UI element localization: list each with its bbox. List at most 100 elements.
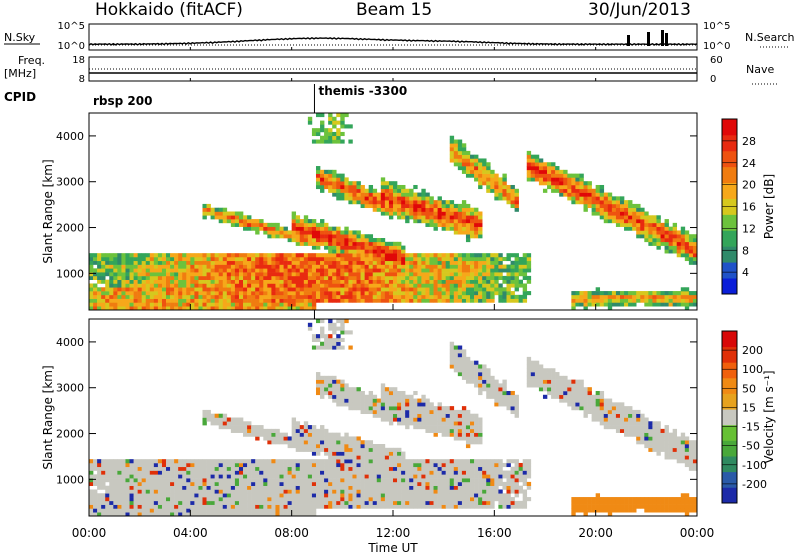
velocity-cell [214,413,219,418]
power-cell [498,294,503,299]
power-cell [413,264,418,269]
power-cell [518,272,523,277]
power-cell [624,298,629,303]
power-cell [372,287,378,292]
power-cell [149,298,155,303]
velocity-cell [441,478,446,483]
power-cell [465,238,471,243]
power-cell [230,260,236,265]
velocity-cell [299,508,305,513]
power-cell [684,302,690,307]
velocity-cell [555,375,560,380]
power-cell [210,268,215,273]
power-cell [445,264,451,269]
velocity-cell [149,497,155,502]
power-cell [429,272,434,277]
power-cell [364,272,369,277]
velocity-cell [218,500,224,505]
power-cell [611,196,617,201]
velocity-cell [336,341,341,346]
power-cell [360,264,365,269]
station-title: Hokkaido (fitACF) [95,0,243,20]
velocity-cell [563,398,568,403]
velocity-cell [206,504,211,509]
power-cell [328,226,333,231]
velocity-cell [174,493,179,498]
power-cell [506,253,511,258]
velocity-cell [109,466,114,471]
velocity-cell [328,319,333,324]
power-cell [425,272,430,277]
velocity-cell [437,462,442,468]
velocity-cell [328,375,333,380]
freq-label: Freq. [18,54,45,67]
power-cell [498,283,503,288]
velocity-cell [401,470,406,475]
velocity-cell [376,444,382,449]
velocity-cell [340,451,345,456]
power-cell [676,234,682,239]
velocity-cell [433,428,438,433]
velocity-cell [445,432,451,437]
cpid-segment-label: rbsp 200 [93,94,152,108]
velocity-cell [336,398,341,403]
velocity-cell [198,462,203,468]
velocity-cell [482,375,487,380]
velocity-cell [433,470,438,475]
velocity-cell [234,481,240,486]
power-cell [551,173,556,178]
velocity-cell [340,462,345,468]
velocity-cell [461,474,467,479]
power-cell [490,188,495,193]
velocity-cell [417,500,422,505]
velocity-cell [433,425,438,430]
power-cell [437,272,442,277]
velocity-cell [514,470,519,475]
power-cell [571,200,576,205]
power-cell [194,272,199,277]
power-cell [356,298,361,303]
velocity-cell [502,383,507,388]
velocity-cell [153,485,159,490]
velocity-cell [502,504,507,509]
power-cell [364,287,369,292]
power-cell [563,181,568,186]
power-cell [514,253,519,258]
power-cell [514,272,519,277]
power-cell [388,192,394,197]
velocity-cell [145,481,151,486]
power-cell [283,287,288,292]
velocity-cell [275,462,280,468]
velocity-cell [190,459,195,464]
velocity-cell [247,508,252,513]
power-cell [368,298,374,303]
velocity-cell [457,432,463,437]
power-cell [129,253,134,258]
velocity-cell [368,390,374,396]
power-cell [405,253,410,258]
velocity-cell [360,493,365,498]
velocity-cell [251,485,256,490]
velocity-cell [344,500,349,505]
power-cell [267,279,272,284]
power-cell [222,272,228,277]
power-cell [401,294,406,299]
power-cell [559,181,564,186]
velocity-cell [401,500,406,505]
power-cell [299,253,305,258]
power-cell [303,234,309,239]
power-cell [315,139,321,144]
power-cell [498,184,503,190]
velocity-cell [445,406,451,411]
velocity-cell [166,504,171,509]
velocity-cell [311,459,317,464]
power-cell [247,272,252,277]
power-cell [186,264,191,269]
power-cell [202,302,207,307]
power-cell [384,245,390,250]
power-cell [401,283,406,288]
velocity-cell [397,497,402,502]
velocity-cell [506,500,511,505]
velocity-cell [352,387,357,392]
velocity-cell [457,349,463,354]
